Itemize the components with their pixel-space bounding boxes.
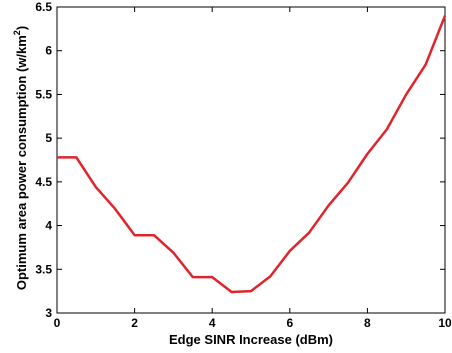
tick-labels-group: 0 2 4 6 8 10 3 3.5 4 4.5 5 5.5 6 6.5 [35,0,452,330]
y-axis-label-suffix: ) [14,26,29,30]
plot-frame [56,6,446,314]
x-tick-label: 8 [364,316,371,330]
y-tick-label: 3 [45,306,52,320]
x-tick-label: 4 [209,316,216,330]
y-tick-label: 4.5 [35,175,52,189]
y-tick-label: 3.5 [35,262,52,276]
y-tick-label: 6 [45,44,52,58]
ticks-group [56,6,446,314]
x-tick-label: 6 [286,316,293,330]
y-tick-label: 5 [45,131,52,145]
x-axis-label: Edge SINR Increase (dBm) [169,332,333,347]
series-line [57,15,447,294]
x-tick-label: 10 [438,316,452,330]
y-axis-label: Optimum area power consumption (w/km2) [12,26,29,290]
series-group [57,15,447,294]
x-tick-label: 2 [131,316,138,330]
y-tick-label: 5.5 [35,87,52,101]
y-tick-label: 6.5 [35,0,52,14]
y-tick-label: 4 [45,219,52,233]
y-axis-label-main: Optimum area power consumption (w/km [14,35,29,290]
y-axis-label-superscript: 2 [12,30,22,35]
plot-area-frame [56,6,446,314]
x-tick-label: 0 [54,316,61,330]
